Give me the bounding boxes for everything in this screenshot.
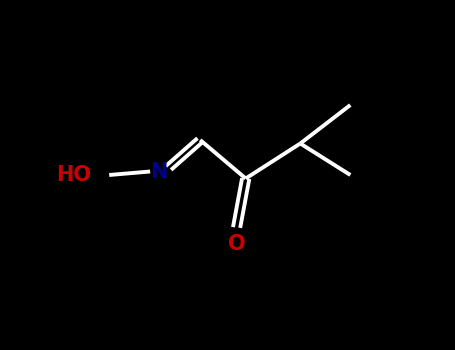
Text: N: N [151,161,168,182]
Text: HO: HO [56,165,91,185]
Text: O: O [228,234,245,254]
